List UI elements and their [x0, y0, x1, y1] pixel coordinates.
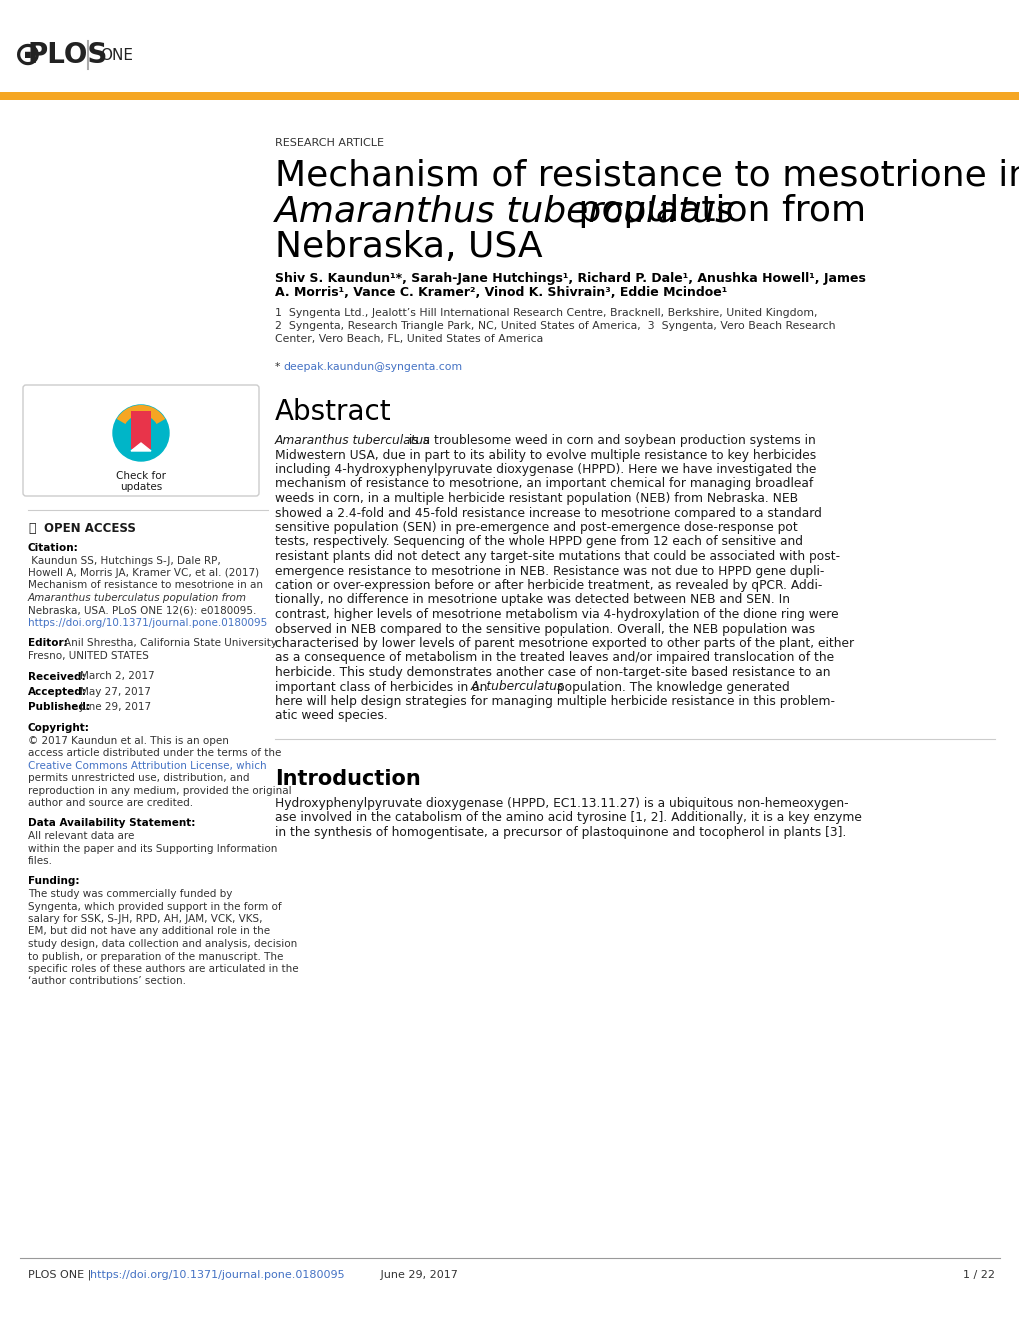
- Text: population. The knowledge generated: population. The knowledge generated: [552, 681, 789, 693]
- Text: Published:: Published:: [28, 702, 90, 713]
- Text: contrast, higher levels of mesotrione metabolism via 4-hydroxylation of the dion: contrast, higher levels of mesotrione me…: [275, 609, 838, 620]
- Text: Syngenta, which provided support in the form of: Syngenta, which provided support in the …: [28, 902, 281, 912]
- Text: 1  Syngenta Ltd., Jealott’s Hill International Research Centre, Bracknell, Berks: 1 Syngenta Ltd., Jealott’s Hill Internat…: [275, 308, 816, 318]
- Text: to publish, or preparation of the manuscript. The: to publish, or preparation of the manusc…: [28, 952, 283, 961]
- Text: Anil Shrestha, California State University: Anil Shrestha, California State Universi…: [64, 639, 277, 648]
- Text: March 2, 2017: March 2, 2017: [79, 672, 155, 681]
- Text: weeds in corn, in a multiple herbicide resistant population (NEB) from Nebraska.: weeds in corn, in a multiple herbicide r…: [275, 492, 797, 506]
- Text: updates: updates: [120, 482, 162, 492]
- Text: important class of herbicides in an: important class of herbicides in an: [275, 681, 491, 693]
- Text: PLOS ONE |: PLOS ONE |: [28, 1270, 95, 1280]
- Text: ⊙: ⊙: [14, 38, 42, 71]
- Text: ‘author contributions’ section.: ‘author contributions’ section.: [28, 977, 185, 986]
- Text: EM, but did not have any additional role in the: EM, but did not have any additional role…: [28, 927, 270, 936]
- Text: salary for SSK, S-JH, RPD, AH, JAM, VCK, VKS,: salary for SSK, S-JH, RPD, AH, JAM, VCK,…: [28, 913, 262, 924]
- Text: author and source are credited.: author and source are credited.: [28, 799, 193, 808]
- Text: Mechanism of resistance to mesotrione in an: Mechanism of resistance to mesotrione in…: [28, 581, 263, 590]
- Text: study design, data collection and analysis, decision: study design, data collection and analys…: [28, 939, 297, 949]
- Text: Midwestern USA, due in part to its ability to evolve multiple resistance to key : Midwestern USA, due in part to its abili…: [275, 449, 815, 462]
- Text: 2  Syngenta, Research Triangle Park, NC, United States of America,  3  Syngenta,: 2 Syngenta, Research Triangle Park, NC, …: [275, 321, 835, 331]
- Text: tionally, no difference in mesotrione uptake was detected between NEB and SEN. I: tionally, no difference in mesotrione up…: [275, 594, 790, 606]
- Text: Citation:: Citation:: [28, 543, 78, 553]
- Text: population from: population from: [567, 194, 865, 228]
- Text: Funding:: Funding:: [28, 876, 79, 887]
- Text: Mechanism of resistance to mesotrione in an: Mechanism of resistance to mesotrione in…: [275, 158, 1019, 191]
- Text: including 4-hydroxyphenylpyruvate dioxygenase (HPPD). Here we have investigated : including 4-hydroxyphenylpyruvate dioxyg…: [275, 463, 815, 477]
- Text: Hydroxyphenylpyruvate dioxygenase (HPPD, EC1.13.11.27) is a ubiquitous non-hemeo: Hydroxyphenylpyruvate dioxygenase (HPPD,…: [275, 797, 848, 810]
- Text: Amaranthus tuberculatus population from: Amaranthus tuberculatus population from: [28, 593, 247, 603]
- Text: Abstract: Abstract: [275, 399, 391, 426]
- Text: Shiv S. Kaundun¹*, Sarah-Jane Hutchings¹, Richard P. Dale¹, Anushka Howell¹, Jam: Shiv S. Kaundun¹*, Sarah-Jane Hutchings¹…: [275, 272, 865, 285]
- Text: characterised by lower levels of parent mesotrione exported to other parts of th: characterised by lower levels of parent …: [275, 638, 853, 649]
- Text: June 29, 2017: June 29, 2017: [370, 1270, 458, 1280]
- Text: *: *: [275, 362, 283, 372]
- Text: Amaranthus tuberculatus: Amaranthus tuberculatus: [275, 434, 430, 447]
- Text: Copyright:: Copyright:: [28, 723, 90, 733]
- Text: Howell A, Morris JA, Kramer VC, et al. (2017): Howell A, Morris JA, Kramer VC, et al. (…: [28, 568, 259, 578]
- Text: tests, respectively. Sequencing of the whole HPPD gene from 12 each of sensitive: tests, respectively. Sequencing of the w…: [275, 536, 802, 549]
- Text: showed a 2.4-fold and 45-fold resistance increase to mesotrione compared to a st: showed a 2.4-fold and 45-fold resistance…: [275, 507, 821, 520]
- Text: June 29, 2017: June 29, 2017: [79, 702, 152, 713]
- Text: cation or over-expression before or after herbicide treatment, as revealed by qP: cation or over-expression before or afte…: [275, 579, 821, 591]
- Text: Fresno, UNITED STATES: Fresno, UNITED STATES: [28, 651, 149, 661]
- Text: Editor:: Editor:: [28, 639, 67, 648]
- Text: Nebraska, USA: Nebraska, USA: [275, 230, 542, 264]
- Text: Introduction: Introduction: [275, 770, 421, 789]
- Text: sensitive population (SEN) in pre-emergence and post-emergence dose-response pot: sensitive population (SEN) in pre-emerge…: [275, 521, 797, 535]
- Text: as a consequence of metabolism in the treated leaves and/or impaired translocati: as a consequence of metabolism in the tr…: [275, 652, 834, 664]
- Text: here will help design strategies for managing multiple herbicide resistance in t: here will help design strategies for man…: [275, 696, 835, 708]
- Text: https://doi.org/10.1371/journal.pone.0180095: https://doi.org/10.1371/journal.pone.018…: [28, 618, 267, 628]
- Text: files.: files.: [28, 855, 53, 866]
- Text: ase involved in the catabolism of the amino acid tyrosine [1, 2]. Additionally, : ase involved in the catabolism of the am…: [275, 812, 861, 825]
- Text: Data Availability Statement:: Data Availability Statement:: [28, 818, 196, 829]
- Text: Check for: Check for: [116, 471, 166, 480]
- Text: Received:: Received:: [28, 672, 86, 681]
- Circle shape: [113, 405, 169, 461]
- Text: observed in NEB compared to the sensitive population. Overall, the NEB populatio: observed in NEB compared to the sensitiv…: [275, 623, 814, 635]
- Text: All relevant data are: All relevant data are: [28, 832, 135, 841]
- Text: 🔒: 🔒: [28, 521, 36, 535]
- Text: mechanism of resistance to mesotrione, an important chemical for managing broadl: mechanism of resistance to mesotrione, a…: [275, 478, 812, 491]
- Text: emergence resistance to mesotrione in NEB. Resistance was not due to HPPD gene d: emergence resistance to mesotrione in NE…: [275, 565, 823, 578]
- Text: permits unrestricted use, distribution, and: permits unrestricted use, distribution, …: [28, 774, 250, 783]
- Text: A. tuberculatus: A. tuberculatus: [471, 681, 564, 693]
- Text: PLOS: PLOS: [28, 41, 108, 69]
- Text: within the paper and its Supporting Information: within the paper and its Supporting Info…: [28, 843, 277, 854]
- Text: Amaranthus tuberculatus: Amaranthus tuberculatus: [275, 194, 735, 228]
- Text: The study was commercially funded by: The study was commercially funded by: [28, 888, 232, 899]
- Text: ONE: ONE: [100, 48, 132, 62]
- Text: atic weed species.: atic weed species.: [275, 710, 387, 722]
- Polygon shape: [130, 444, 151, 451]
- Text: © 2017 Kaundun et al. This is an open: © 2017 Kaundun et al. This is an open: [28, 735, 228, 746]
- Text: Kaundun SS, Hutchings S-J, Dale RP,: Kaundun SS, Hutchings S-J, Dale RP,: [28, 556, 220, 565]
- Text: Accepted:: Accepted:: [28, 686, 87, 697]
- Text: RESEARCH ARTICLE: RESEARCH ARTICLE: [275, 139, 383, 148]
- Text: in the synthesis of homogentisate, a precursor of plastoquinone and tocopherol i: in the synthesis of homogentisate, a pre…: [275, 826, 846, 840]
- FancyBboxPatch shape: [23, 385, 259, 496]
- Text: specific roles of these authors are articulated in the: specific roles of these authors are arti…: [28, 964, 299, 974]
- Text: herbicide. This study demonstrates another case of non-target-site based resista: herbicide. This study demonstrates anoth…: [275, 667, 829, 678]
- Text: Creative Commons Attribution License, which: Creative Commons Attribution License, wh…: [28, 760, 266, 771]
- FancyBboxPatch shape: [130, 411, 151, 449]
- Bar: [0, 92, 1019, 100]
- Text: reproduction in any medium, provided the original: reproduction in any medium, provided the…: [28, 785, 291, 796]
- Text: May 27, 2017: May 27, 2017: [79, 686, 151, 697]
- Text: Center, Vero Beach, FL, United States of America: Center, Vero Beach, FL, United States of…: [275, 334, 543, 345]
- Text: A. Morris¹, Vance C. Kramer², Vinod K. Shivrain³, Eddie Mcindoe¹: A. Morris¹, Vance C. Kramer², Vinod K. S…: [275, 286, 727, 300]
- Text: Nebraska, USA. PLoS ONE 12(6): e0180095.: Nebraska, USA. PLoS ONE 12(6): e0180095.: [28, 606, 256, 615]
- Text: 1 / 22: 1 / 22: [962, 1270, 994, 1280]
- Text: deepak.kaundun@syngenta.com: deepak.kaundun@syngenta.com: [282, 362, 462, 372]
- Wedge shape: [116, 405, 165, 424]
- Text: access article distributed under the terms of the: access article distributed under the ter…: [28, 748, 281, 758]
- Text: resistant plants did not detect any target-site mutations that could be associat: resistant plants did not detect any targ…: [275, 550, 840, 564]
- Text: OPEN ACCESS: OPEN ACCESS: [44, 521, 136, 535]
- Text: https://doi.org/10.1371/journal.pone.0180095: https://doi.org/10.1371/journal.pone.018…: [90, 1270, 344, 1280]
- Text: is a troublesome weed in corn and soybean production systems in: is a troublesome weed in corn and soybea…: [405, 434, 815, 447]
